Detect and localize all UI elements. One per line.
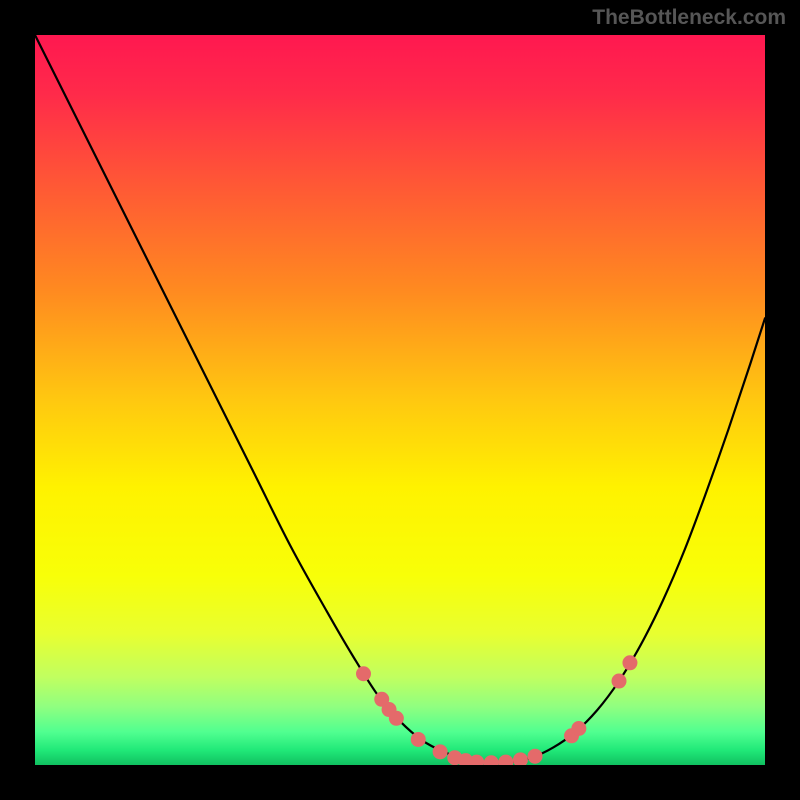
attribution-text: TheBottleneck.com bbox=[592, 6, 786, 30]
data-marker bbox=[498, 755, 513, 765]
data-marker bbox=[612, 674, 627, 689]
plot-area bbox=[35, 35, 765, 765]
curve-layer bbox=[35, 35, 765, 765]
data-marker bbox=[411, 732, 426, 747]
data-marker bbox=[484, 755, 499, 765]
data-marker bbox=[389, 711, 404, 726]
data-marker bbox=[513, 752, 528, 765]
data-marker bbox=[433, 744, 448, 759]
data-marker bbox=[528, 749, 543, 764]
bottleneck-curve bbox=[35, 35, 765, 763]
data-marker bbox=[571, 721, 586, 736]
data-markers bbox=[356, 655, 637, 765]
data-marker bbox=[356, 666, 371, 681]
data-marker bbox=[622, 655, 637, 670]
